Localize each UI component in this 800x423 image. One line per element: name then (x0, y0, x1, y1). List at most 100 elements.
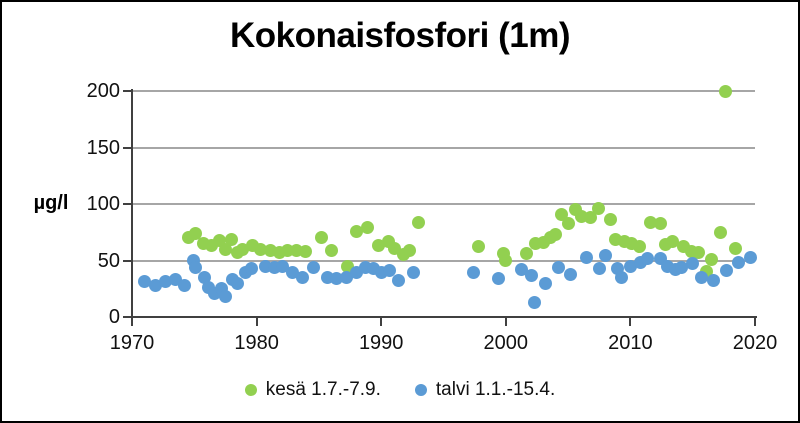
data-point-kesa (591, 202, 605, 216)
data-point-kesa (561, 216, 575, 230)
y-axis-line (131, 89, 133, 319)
x-tick-label-1990: 1990 (358, 332, 404, 354)
data-point-talvi (149, 278, 163, 292)
data-point-talvi (674, 260, 688, 274)
data-point-talvi (743, 250, 757, 264)
x-tick-mark-2020 (754, 317, 756, 326)
x-tick-label-1970: 1970 (109, 332, 155, 354)
data-point-talvi (527, 295, 541, 309)
data-point-kesa (236, 242, 250, 256)
data-point-talvi (307, 260, 321, 274)
data-point-kesa (603, 213, 617, 227)
data-point-kesa (314, 231, 328, 245)
data-point-kesa (718, 84, 732, 98)
legend-item-talvi: talvi 1.1.-15.4. (414, 379, 556, 401)
y-tick-label-100: 100 (86, 193, 120, 215)
data-point-talvi (615, 270, 629, 284)
data-point-talvi (197, 270, 211, 284)
gridline-y-200 (132, 90, 755, 92)
data-point-kesa (549, 228, 563, 241)
data-point-kesa (253, 242, 267, 256)
data-point-talvi (339, 270, 353, 284)
data-point-talvi (383, 264, 397, 278)
y-tick-mark-0 (123, 316, 132, 318)
data-point-talvi (218, 290, 232, 304)
data-point-talvi (732, 256, 746, 270)
x-tick-mark-1990 (380, 317, 383, 326)
data-point-talvi (598, 249, 612, 263)
data-point-talvi (276, 259, 290, 273)
data-point-kesa (412, 215, 426, 229)
talvi-series-marker-icon (414, 384, 427, 396)
y-tick-label-50: 50 (97, 249, 120, 272)
gridline-y-150 (132, 146, 755, 149)
data-point-talvi (551, 260, 565, 274)
data-point-kesa (225, 232, 239, 246)
y-tick-label-0: 0 (108, 306, 120, 328)
data-point-kesa (653, 216, 667, 230)
data-point-kesa (298, 244, 312, 258)
data-point-kesa (403, 243, 417, 257)
y-tick-label-150: 150 (86, 136, 120, 159)
data-point-talvi (564, 267, 578, 281)
data-point-talvi (623, 259, 637, 273)
data-point-talvi (296, 270, 310, 284)
data-point-kesa (704, 252, 718, 266)
y-tick-mark-100 (123, 203, 132, 205)
y-axis-label: µg/l (33, 192, 69, 214)
data-point-talvi (592, 261, 606, 275)
data-point-talvi (491, 272, 505, 286)
data-point-talvi (694, 270, 708, 284)
data-point-kesa (713, 225, 727, 239)
data-point-talvi (245, 261, 259, 275)
y-tick-mark-50 (123, 259, 132, 262)
x-axis-line (132, 316, 757, 318)
x-tick-label-1980: 1980 (234, 332, 279, 354)
data-point-talvi (407, 266, 421, 280)
chart-title: Kokonaisfosfori (1m) (229, 16, 571, 55)
data-point-talvi (329, 272, 343, 286)
data-point-talvi (392, 274, 406, 288)
data-point-talvi (177, 278, 191, 292)
data-point-kesa (360, 221, 374, 235)
legend: kesä 1.7.-7.9. talvi 1.1.-15.4. (2, 379, 798, 401)
data-point-talvi (539, 276, 553, 290)
gridline-y-50 (132, 259, 755, 262)
data-point-talvi (515, 263, 529, 277)
data-point-talvi (719, 264, 733, 278)
data-point-talvi (159, 275, 173, 289)
x-tick-label-2020: 2020 (732, 332, 778, 354)
data-point-kesa (520, 247, 534, 261)
talvi-series-label: talvi 1.1.-15.4. (435, 379, 556, 400)
data-point-kesa (471, 240, 485, 254)
data-point-kesa (372, 239, 386, 253)
data-point-talvi (525, 268, 539, 282)
data-point-kesa (632, 240, 646, 254)
x-tick-mark-1970 (131, 317, 133, 326)
y-tick-mark-150 (123, 146, 132, 149)
data-point-talvi (707, 274, 721, 288)
data-point-kesa (189, 226, 203, 240)
data-point-talvi (189, 260, 203, 274)
data-point-kesa (499, 254, 513, 267)
kesa-series-label: kesä 1.7.-7.9. (265, 379, 381, 400)
data-point-talvi (286, 266, 300, 280)
x-tick-label-2010: 2010 (608, 332, 653, 354)
data-point-kesa (218, 242, 232, 256)
data-point-talvi (466, 266, 480, 280)
x-tick-mark-2010 (629, 317, 632, 326)
data-point-talvi (580, 250, 594, 264)
data-point-kesa (324, 243, 338, 257)
data-point-talvi (231, 276, 245, 290)
data-point-kesa (666, 234, 680, 248)
x-tick-mark-1980 (255, 317, 258, 326)
data-point-talvi (137, 275, 151, 289)
kesa-series-marker-icon (244, 384, 257, 396)
data-point-kesa (728, 241, 742, 255)
y-tick-label-200: 200 (86, 80, 120, 102)
data-point-kesa (349, 224, 363, 238)
y-tick-mark-200 (123, 90, 132, 92)
data-point-kesa (692, 246, 706, 260)
data-point-kesa (643, 215, 657, 229)
